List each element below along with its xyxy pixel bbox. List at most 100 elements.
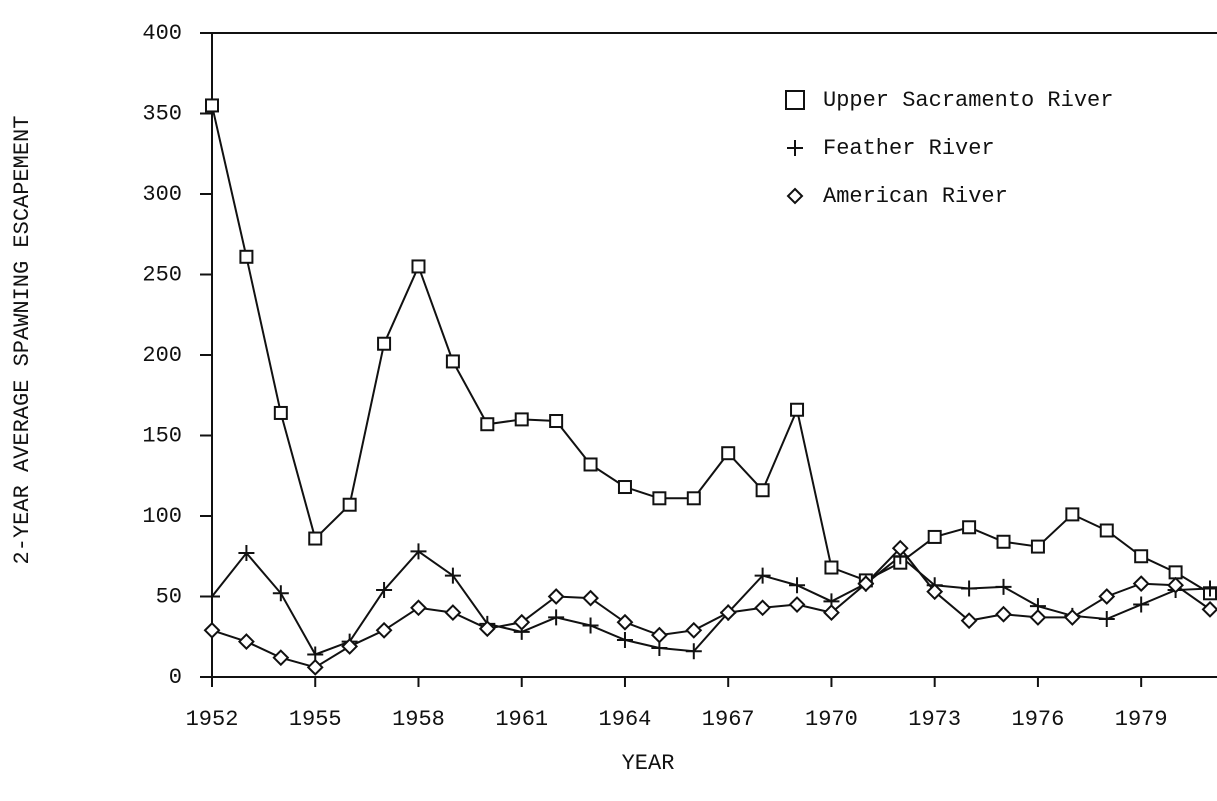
marker — [790, 402, 805, 417]
axes — [200, 32, 1217, 678]
marker — [685, 621, 703, 639]
marker — [342, 497, 357, 512]
marker — [962, 520, 977, 535]
marker — [686, 491, 701, 506]
x-tick-label: 1970 — [805, 707, 858, 732]
series-line — [211, 546, 1211, 669]
marker — [272, 649, 290, 667]
marker — [617, 480, 632, 495]
marker — [1099, 523, 1114, 538]
marker — [444, 567, 461, 584]
x-tick-label: 1964 — [599, 707, 652, 732]
marker — [445, 354, 460, 369]
marker — [238, 545, 255, 562]
marker — [857, 575, 875, 593]
series-line — [211, 550, 1211, 656]
marker — [410, 599, 427, 617]
marker — [652, 491, 667, 506]
marker — [410, 543, 427, 560]
x-tick-label: 1967 — [702, 707, 755, 732]
marker — [1132, 575, 1150, 593]
marker — [1065, 507, 1080, 522]
marker — [1029, 609, 1047, 626]
marker — [650, 626, 668, 644]
x-tick-label: 1955 — [289, 707, 342, 732]
marker — [1098, 588, 1116, 605]
marker — [273, 405, 288, 420]
marker — [1134, 549, 1149, 564]
marker — [547, 588, 565, 605]
marker — [891, 539, 909, 557]
marker — [204, 588, 220, 605]
marker — [1063, 609, 1081, 626]
marker — [411, 259, 426, 274]
marker — [960, 612, 978, 630]
marker — [308, 531, 323, 546]
x-tick-label: 1979 — [1115, 707, 1168, 732]
marker — [754, 567, 771, 584]
y-tick-label: 150 — [142, 423, 182, 448]
legend-marker — [786, 187, 804, 205]
marker — [788, 596, 806, 613]
marker — [685, 643, 702, 660]
marker — [549, 414, 564, 429]
marker — [1201, 600, 1217, 618]
marker — [583, 457, 598, 472]
marker — [961, 580, 978, 597]
marker — [582, 589, 599, 607]
marker — [616, 613, 634, 631]
x-axis-label: YEAR — [622, 751, 675, 776]
legend-label: American River — [823, 184, 1008, 209]
marker — [995, 605, 1012, 623]
marker — [203, 621, 221, 639]
y-tick-label: 50 — [156, 584, 182, 609]
marker — [1168, 565, 1183, 580]
x-tick-label: 1973 — [908, 707, 961, 732]
marker — [719, 604, 737, 622]
marker — [582, 617, 599, 634]
marker — [548, 609, 565, 626]
marker — [341, 637, 359, 655]
y-tick-label: 200 — [142, 343, 182, 368]
marker — [823, 604, 840, 622]
y-tick-label: 400 — [142, 21, 182, 46]
x-tick-label: 1958 — [392, 707, 445, 732]
marker — [513, 613, 531, 631]
x-tick-label: 1961 — [495, 707, 548, 732]
legend-marker — [785, 90, 805, 110]
marker — [377, 336, 392, 351]
legend-label: Upper Sacramento River — [823, 88, 1113, 113]
marker — [478, 620, 496, 638]
y-tick-label: 250 — [142, 262, 182, 287]
x-tick-label: 1952 — [186, 707, 239, 732]
marker — [444, 604, 462, 622]
marker — [306, 658, 324, 676]
marker — [789, 577, 806, 594]
marker — [721, 446, 736, 461]
y-tick-label: 300 — [142, 182, 182, 207]
series-line — [211, 105, 1211, 595]
marker — [754, 599, 772, 617]
marker — [272, 585, 289, 602]
marker — [1098, 611, 1115, 628]
marker — [995, 578, 1012, 595]
y-tick-label: 0 — [169, 665, 182, 690]
marker — [376, 582, 393, 599]
marker — [1133, 596, 1150, 613]
marker — [239, 249, 254, 264]
marker — [824, 560, 839, 575]
legend-marker — [787, 140, 803, 156]
marker — [996, 534, 1011, 549]
marker — [1167, 576, 1185, 594]
marker — [237, 633, 255, 650]
y-tick-label: 350 — [142, 101, 182, 126]
x-tick-label: 1976 — [1012, 707, 1065, 732]
marker — [375, 621, 393, 639]
y-axis-label: 2-YEAR AVERAGE SPAWNING ESCAPEMENT — [10, 116, 35, 565]
marker — [514, 412, 529, 427]
marker — [616, 631, 633, 648]
marker — [205, 98, 219, 113]
marker — [927, 529, 942, 544]
marker — [755, 483, 770, 498]
